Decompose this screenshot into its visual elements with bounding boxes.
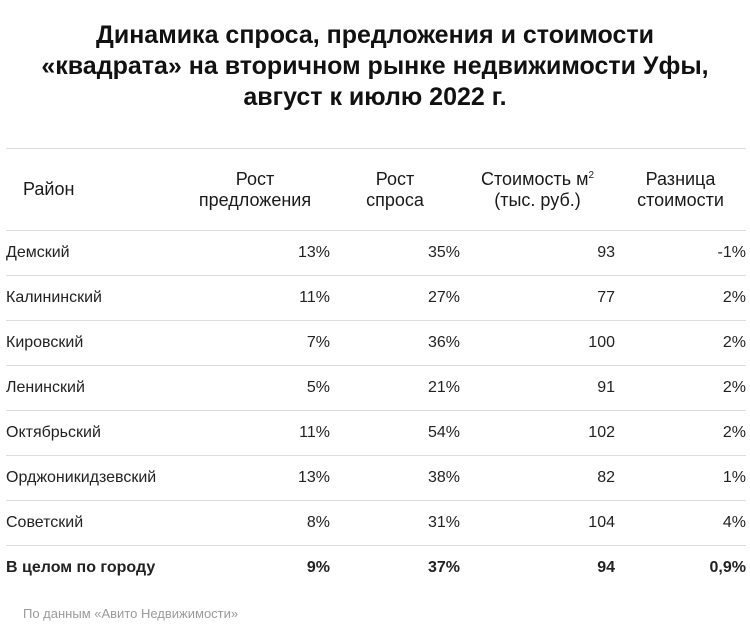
cell-demand-growth-total: 37% [427,559,460,577]
cell-demand-growth: 27% [330,275,460,321]
cell-supply-growth: 7% [180,320,330,366]
cell-price-per-m2: 93 [460,230,615,276]
cell-price-change: 2% [615,275,746,321]
cell-supply-growth-total: 9% [306,559,330,577]
cell-district: Кировский [6,320,180,366]
table-header-row: Район Рост предложения Рост спроса Стоим… [6,148,746,231]
cell-district: Калининский [6,275,180,321]
source-note: По данным «Авито Недвижимости» [23,606,239,621]
cell-supply-growth: 5% [180,365,330,411]
table-row: Кировский 7% 36% 100 2% [6,320,746,366]
cell-price-change-total: 0,9% [709,559,746,577]
header-supply-growth: Рост предложения [180,148,330,231]
data-table: Район Рост предложения Рост спроса Стоим… [6,148,746,591]
cell-price-per-m2: 104 [460,500,615,546]
cell-price-change: 4% [615,500,746,546]
table-row: Демский 13% 35% 93 -1% [6,230,746,276]
cell-district: Демский [6,230,180,276]
cell-demand-growth: 35% [330,230,460,276]
cell-price-change: 1% [615,455,746,501]
table-row: Калининский 11% 27% 77 2% [6,275,746,321]
cell-price-per-m2-total: 94 [597,559,615,577]
cell-supply-growth: 13% [180,455,330,501]
cell-demand-growth: 21% [330,365,460,411]
table-row: Октябрьский 11% 54% 102 2% [6,410,746,456]
header-demand-growth: Рост спроса [330,148,460,231]
cell-district: Орджоникидзевский [6,455,180,501]
title-line-2: «квадрата» на вторичном рынке недвижимос… [41,52,709,80]
cell-price-per-m2: 91 [460,365,615,411]
title-line-3: август к июлю 2022 г. [243,83,507,111]
table-row: Орджоникидзевский 13% 38% 82 1% [6,455,746,501]
cell-demand-growth: 36% [330,320,460,366]
cell-price-change: 2% [615,365,746,411]
cell-supply-growth: 11% [180,275,330,321]
table-row: Советский 8% 31% 104 4% [6,500,746,546]
cell-price-change: 2% [615,410,746,456]
cell-price-per-m2: 102 [460,410,615,456]
title-line-1: Динамика спроса, предложения и стоимости [96,21,654,49]
cell-district: Октябрьский [6,410,180,456]
chart-title: Динамика спроса, предложения и стоимости… [0,20,750,113]
cell-price-per-m2: 82 [460,455,615,501]
table-row: Ленинский 5% 21% 91 2% [6,365,746,411]
cell-demand-growth: 31% [330,500,460,546]
cell-price-change: 2% [615,320,746,366]
cell-demand-growth: 54% [330,410,460,456]
cell-supply-growth: 11% [180,410,330,456]
cell-price-change: -1% [615,230,746,276]
cell-supply-growth: 8% [180,500,330,546]
header-district: Район [6,148,180,231]
cell-district: Советский [6,500,180,546]
cell-price-per-m2: 100 [460,320,615,366]
table-total-row: В целом по городу 9% 37% 94 0,9% [6,546,746,591]
cell-district: Ленинский [6,365,180,411]
cell-district-total: В целом по городу [6,559,156,577]
cell-price-per-m2: 77 [460,275,615,321]
header-price-per-m2: Стоимость м2 (тыс. руб.) [460,148,615,231]
cell-supply-growth: 13% [180,230,330,276]
cell-demand-growth: 38% [330,455,460,501]
header-price-change: Разница стоимости [615,148,746,231]
